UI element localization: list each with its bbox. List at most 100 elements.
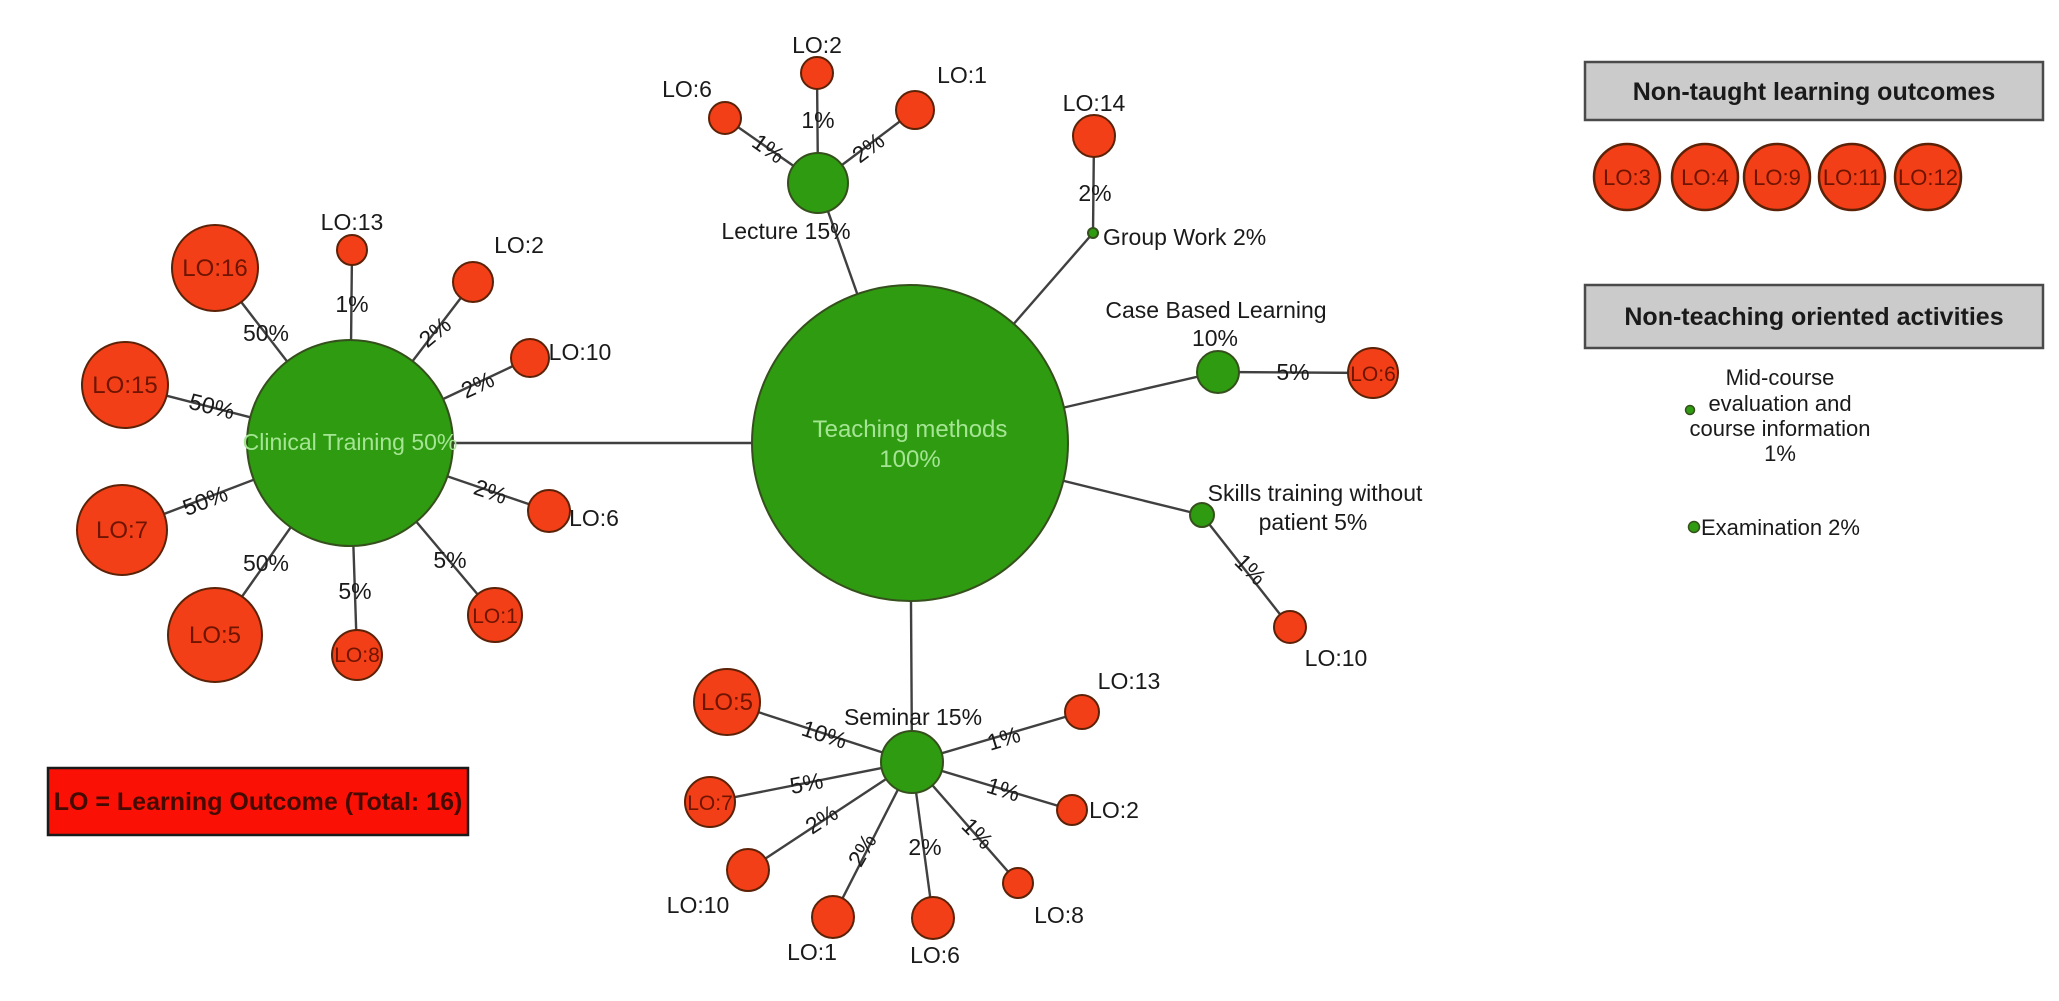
diagram-label: LO:16 bbox=[182, 255, 247, 282]
node-seminar-lo2 bbox=[1056, 794, 1088, 826]
diagram-label: 2% bbox=[471, 474, 511, 509]
node-group-work bbox=[1087, 227, 1099, 239]
diagram-label: 1% bbox=[1230, 548, 1272, 590]
legend-non-taught-circles: LO:3 LO:4 LO:9 LO:11 LO:12 bbox=[1592, 142, 1963, 212]
diagram-label: LO:8 bbox=[1034, 902, 1084, 928]
diagram-label: LO:1 bbox=[937, 62, 987, 88]
node-seminar-lo1 bbox=[811, 895, 855, 939]
node-lecture-lo2 bbox=[800, 56, 834, 90]
footnote-box bbox=[46, 766, 470, 837]
node-teaching-methods bbox=[751, 284, 1069, 602]
diagram-label: 5% bbox=[788, 767, 826, 799]
node-cbl-lo6 bbox=[1347, 347, 1399, 399]
legend-non-teaching-title: Non-teaching oriented activities bbox=[1624, 303, 2003, 331]
node-clinical-lo13 bbox=[336, 234, 368, 266]
node-clinical-lo10 bbox=[510, 338, 550, 378]
node-groupwork-lo14 bbox=[1072, 114, 1116, 158]
legend-circle-lo11 bbox=[1817, 142, 1887, 212]
diagram-label: 100% bbox=[879, 446, 940, 473]
diagram-label: LO:8 bbox=[334, 644, 380, 667]
diagram-label: LO:13 bbox=[321, 209, 384, 235]
legend-circle-label: LO:4 bbox=[1681, 165, 1729, 190]
diagram-label: 5% bbox=[433, 547, 466, 573]
footnote-label: LO = Learning Outcome (Total: 16) bbox=[54, 788, 463, 816]
edge-line bbox=[747, 760, 913, 872]
node-lecture-lo6 bbox=[708, 101, 742, 135]
legend-circle-lo12 bbox=[1893, 142, 1963, 212]
node-seminar-lo6 bbox=[911, 896, 955, 940]
diagram-label: LO:14 bbox=[1063, 90, 1126, 116]
node-skills-lo10 bbox=[1273, 610, 1307, 644]
mid-course-label-line: 1% bbox=[1764, 441, 1796, 466]
node-skills-training bbox=[1189, 502, 1215, 528]
diagram-label: 1% bbox=[984, 721, 1023, 756]
diagram-label: 50% bbox=[179, 480, 231, 521]
diagram-label: 2% bbox=[457, 366, 498, 404]
diagram-label: 2% bbox=[414, 311, 456, 352]
mid-course-dot-icon bbox=[1684, 404, 1696, 416]
labels-layer: Teaching methods 100% Clinical Training 50… bbox=[92, 32, 1423, 968]
diagram-label: 1% bbox=[748, 128, 790, 168]
diagram-label: LO:6 bbox=[662, 76, 712, 102]
diagram-label: 50% bbox=[243, 320, 289, 346]
diagram-label: 50% bbox=[243, 550, 289, 576]
node-clinical-training bbox=[246, 339, 454, 547]
diagram-label: 5% bbox=[1276, 359, 1309, 385]
node-clinical-lo6 bbox=[527, 489, 571, 533]
diagram-label: patient 5% bbox=[1259, 509, 1368, 535]
diagram-label: Group Work 2% bbox=[1103, 224, 1266, 250]
diagram-label: LO:6 bbox=[569, 505, 619, 531]
node-seminar bbox=[880, 730, 944, 794]
diagram-label: LO:2 bbox=[792, 32, 842, 58]
legend-non-taught: Non-taught learning outcomes LO:3 LO:4 LO:… bbox=[1583, 60, 2045, 212]
legend-non-taught-box bbox=[1583, 60, 2045, 122]
node-seminar-lo8 bbox=[1002, 867, 1034, 899]
node-seminar-lo5 bbox=[693, 668, 761, 736]
diagram-label: 1% bbox=[984, 772, 1023, 807]
legend-circle-lo3 bbox=[1592, 142, 1662, 212]
footnote: LO = Learning Outcome (Total: 16) bbox=[46, 766, 470, 837]
diagram-label: Clinical Training 50% bbox=[243, 429, 458, 455]
diagram-label: LO:2 bbox=[494, 232, 544, 258]
diagram-label: LO:13 bbox=[1098, 668, 1161, 694]
diagram-label: 10% bbox=[1192, 325, 1238, 351]
diagram-label: LO:7 bbox=[96, 517, 148, 544]
legend-circle-label: LO:12 bbox=[1898, 165, 1958, 190]
diagram-label: 2% bbox=[908, 834, 941, 860]
edge-line bbox=[709, 760, 913, 804]
diagram-label: 5% bbox=[338, 578, 371, 604]
legend-circle-label: LO:3 bbox=[1603, 165, 1651, 190]
diagram-label: LO:1 bbox=[472, 605, 518, 628]
node-clinical-lo8 bbox=[331, 629, 383, 681]
diagram-label: 2% bbox=[801, 799, 843, 839]
edge-line bbox=[1201, 514, 1291, 628]
node-lecture-lo1 bbox=[895, 90, 935, 130]
diagram-label: LO:7 bbox=[687, 792, 733, 815]
diagram-label: Teaching methods bbox=[813, 416, 1008, 443]
diagram-label: 1% bbox=[335, 291, 368, 317]
diagram-label: LO:6 bbox=[910, 942, 960, 968]
diagram-label: Case Based Learning bbox=[1105, 297, 1326, 323]
legend-circle-label: LO:11 bbox=[1823, 165, 1881, 190]
nodes-layer bbox=[76, 56, 1399, 940]
diagram-label: 2% bbox=[1078, 180, 1111, 206]
diagram-label: 50% bbox=[186, 388, 237, 424]
node-clinical-lo7 bbox=[76, 484, 168, 576]
legend-non-teaching: Non-teaching oriented activities Mid-cou… bbox=[1583, 283, 2045, 540]
diagram-label: Seminar 15% bbox=[844, 704, 982, 730]
examination-dot-icon bbox=[1687, 520, 1701, 534]
legend-circle-label: LO:9 bbox=[1753, 165, 1801, 190]
node-case-based-learning bbox=[1196, 350, 1240, 394]
diagram-label: LO:6 bbox=[1350, 363, 1396, 386]
diagram-label: LO:10 bbox=[1305, 645, 1368, 671]
mid-course-label-line: evaluation and bbox=[1708, 391, 1851, 416]
node-seminar-lo10 bbox=[726, 848, 770, 892]
legend-circle-lo9 bbox=[1742, 142, 1812, 212]
mid-course-label-line: Mid-course bbox=[1726, 365, 1835, 390]
node-clinical-lo16 bbox=[171, 224, 259, 312]
diagram-label: LO:10 bbox=[667, 892, 730, 918]
examination-label: Examination 2% bbox=[1701, 515, 1860, 540]
diagram-label: LO:15 bbox=[92, 372, 157, 399]
